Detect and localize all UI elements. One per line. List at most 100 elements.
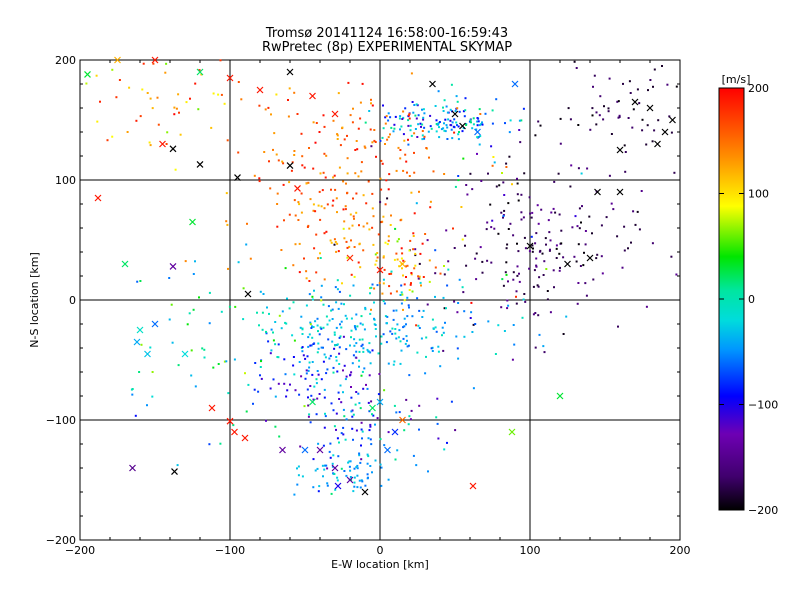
data-point [336,288,339,291]
data-point [288,87,291,90]
data-point [194,385,197,388]
data-point [360,444,362,447]
data-point [601,272,604,275]
data-point [312,326,315,328]
data-point [285,322,288,325]
data-point [457,357,460,360]
data-point [418,428,420,431]
data-point [454,110,457,112]
data-point [413,104,416,106]
data-point [464,109,467,112]
data-point [342,227,345,230]
data-point [316,351,319,354]
data-point [298,271,301,274]
data-point [286,297,288,300]
data-point [490,226,493,229]
data-point [350,410,353,413]
data-point [337,455,340,458]
data-point [325,154,328,157]
data-marker [279,446,286,454]
data-point [340,302,343,305]
data-point [370,443,373,446]
data-point [408,117,411,120]
data-point [401,118,404,120]
data-point [355,391,358,393]
data-marker [508,428,516,436]
data-point [531,211,534,214]
data-point [387,478,390,481]
data-point [408,113,411,116]
data-point [445,229,448,232]
data-point [479,246,482,249]
data-point [301,327,304,330]
data-point [535,265,538,268]
data-point [453,118,456,121]
data-point [429,200,432,203]
data-point [520,211,523,214]
data-point [329,239,332,242]
data-point [365,383,367,386]
data-point [562,333,565,335]
data-point [474,323,477,325]
data-point [350,317,353,320]
data-point [315,233,318,236]
data-marker [94,194,102,202]
data-point [430,127,433,130]
data-point [385,115,388,118]
data-point [366,348,369,351]
data-point [509,222,512,225]
data-point [434,249,437,252]
data-point [265,330,267,333]
data-point [585,294,588,297]
data-point [342,335,345,338]
data-marker [361,488,369,496]
data-point [476,136,479,139]
data-point [335,250,338,253]
data-point [258,180,261,183]
data-point [589,128,592,131]
data-point [352,413,355,416]
data-point [518,129,521,131]
data-point [560,242,563,245]
x-tick-label: 100 [520,544,541,557]
data-point [368,342,371,345]
data-point [456,107,459,110]
data-point [168,318,171,321]
data-point [410,191,413,194]
data-point [293,493,296,496]
data-point [439,365,442,368]
data-point [253,388,256,391]
data-point [346,256,349,259]
data-point [438,121,441,123]
data-point [374,141,377,143]
data-point [347,81,350,84]
data-point [300,315,303,318]
data-point [275,153,278,156]
data-point [461,286,464,289]
data-point [203,356,206,359]
data-point [442,296,445,299]
data-point [409,283,412,286]
data-point [384,241,387,244]
data-marker [316,446,324,454]
data-point [342,180,345,183]
data-point [363,328,366,331]
data-point [389,292,392,295]
data-point [559,142,562,145]
data-point [369,312,372,315]
data-point [353,485,356,488]
data-point [435,330,438,333]
data-point [297,201,300,204]
y-tick-label: −100 [46,414,76,427]
data-point [417,114,420,117]
data-point [350,239,352,242]
data-point [345,418,348,421]
data-marker [196,160,204,168]
data-point [595,111,598,114]
data-point [317,204,320,207]
data-point [534,346,537,349]
data-point [532,285,535,288]
data-point [366,453,369,456]
data-point [406,171,408,174]
data-marker [114,56,121,64]
